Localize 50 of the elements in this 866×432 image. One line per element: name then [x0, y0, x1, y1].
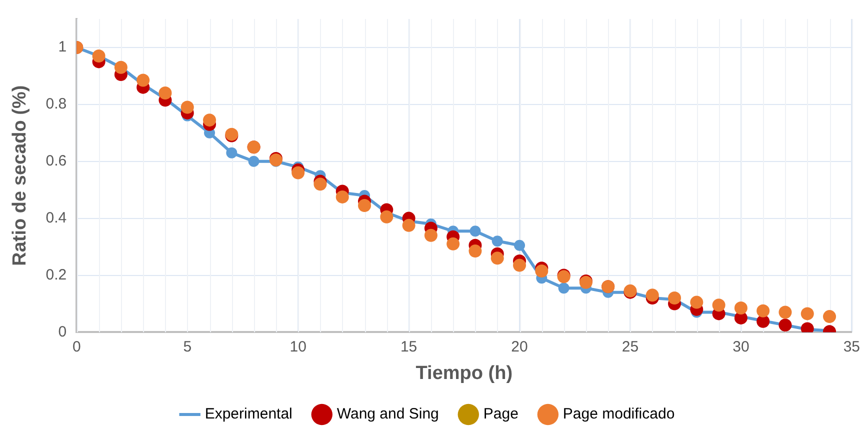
- point: [292, 166, 305, 180]
- y-tick-label: 0.4: [46, 209, 67, 226]
- point: [778, 306, 792, 319]
- point: [468, 244, 482, 258]
- point: [646, 288, 659, 302]
- point: [756, 304, 770, 318]
- point: [513, 258, 526, 272]
- point: [402, 218, 416, 232]
- point: [136, 74, 150, 87]
- legend-label: Page: [483, 406, 518, 423]
- point: [490, 252, 504, 265]
- point: [690, 296, 704, 309]
- y-axis-title: Ratio de secado (%): [10, 85, 31, 266]
- x-tick-label: 35: [843, 338, 860, 356]
- x-axis-title: Tiempo (h): [416, 362, 513, 384]
- point: [514, 240, 526, 251]
- point: [424, 228, 438, 242]
- point: [734, 302, 748, 314]
- legend-label: Wang and Sing: [336, 406, 439, 423]
- point: [158, 86, 172, 100]
- point: [446, 237, 460, 250]
- x-tick-label: 5: [183, 338, 192, 356]
- point: [800, 307, 814, 320]
- point: [492, 236, 503, 247]
- point: [712, 298, 726, 312]
- x-tick-label: 20: [511, 338, 528, 356]
- y-tick-label: 0: [58, 323, 67, 340]
- point: [180, 100, 194, 114]
- point: [248, 156, 260, 167]
- point: [314, 178, 327, 191]
- x-tick-label: 30: [732, 338, 750, 356]
- point: [358, 198, 372, 212]
- point: [558, 282, 570, 294]
- x-tick-label: 10: [290, 338, 306, 356]
- point: [823, 310, 836, 324]
- y-tick-label: 0.8: [46, 96, 67, 113]
- y-tick-label: 0.6: [46, 152, 67, 170]
- point: [203, 114, 216, 127]
- point: [380, 210, 394, 224]
- point: [535, 264, 548, 278]
- legend-label: Page modificado: [562, 406, 675, 423]
- legend-label: Experimental: [204, 406, 292, 423]
- x-tick-label: 25: [622, 338, 639, 356]
- x-tick-label: 0: [72, 338, 81, 356]
- point: [226, 147, 238, 158]
- point: [470, 226, 481, 237]
- y-tick-label: 1: [58, 38, 67, 56]
- point: [336, 190, 349, 204]
- x-tick-label: 15: [400, 338, 418, 356]
- y-tick-label: 0.2: [46, 266, 67, 284]
